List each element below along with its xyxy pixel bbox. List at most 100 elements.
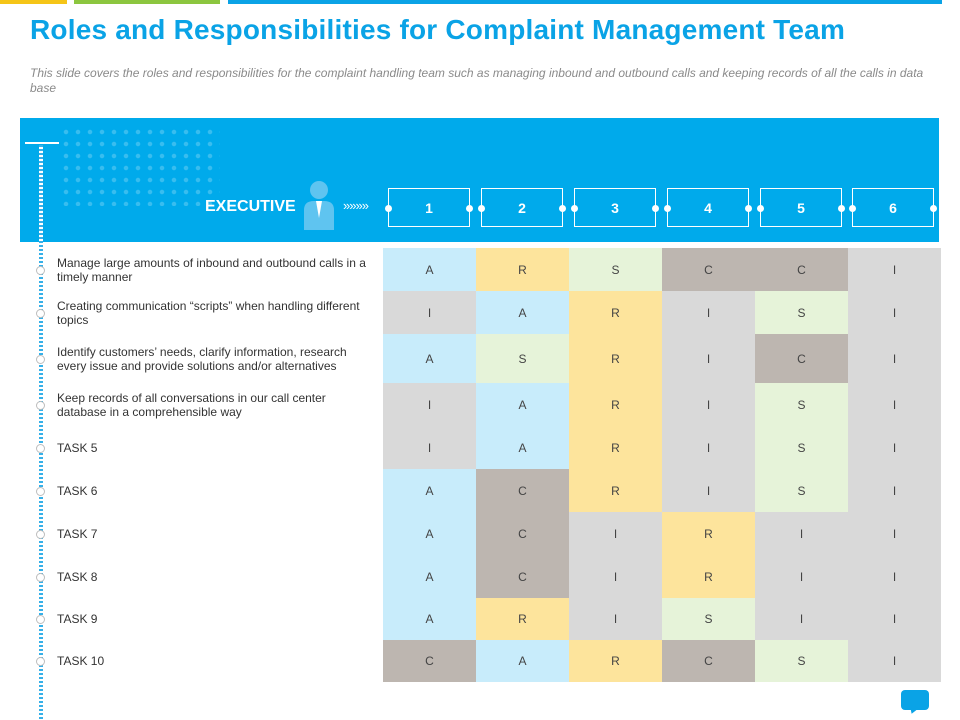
raci-cell: R [569, 383, 662, 426]
task-label: Manage large amounts of inbound and outb… [57, 255, 366, 284]
raci-cell: S [476, 334, 569, 383]
raci-cell: A [383, 598, 476, 640]
raci-cell: S [755, 291, 848, 334]
top-accent-bar-blue [228, 0, 942, 4]
raci-cell: I [383, 426, 476, 469]
column-header-6: 6 [852, 188, 934, 227]
raci-cell: R [569, 426, 662, 469]
raci-cell: I [848, 383, 941, 426]
raci-cell: A [383, 512, 476, 555]
column-connector-knob [478, 205, 485, 212]
raci-cell: R [476, 248, 569, 291]
raci-cell: I [662, 426, 755, 469]
task-label: Identify customers’ needs, clarify infor… [57, 344, 347, 373]
raci-cell: I [662, 469, 755, 512]
page-title: Roles and Responsibilities for Complaint… [30, 14, 846, 45]
page-subtitle: This slide covers the roles and responsi… [30, 66, 924, 95]
raci-cell: A [476, 426, 569, 469]
timeline-node [36, 486, 45, 496]
raci-cell: R [662, 555, 755, 598]
raci-cell: S [662, 598, 755, 640]
decorative-dot-pattern [60, 126, 220, 206]
column-connector-knob [559, 205, 566, 212]
raci-cell: I [569, 598, 662, 640]
raci-cell: C [383, 640, 476, 682]
column-header-1: 1 [388, 188, 470, 227]
task-label: TASK 9 [57, 612, 98, 626]
timeline-line [39, 145, 43, 720]
raci-cell: A [383, 555, 476, 598]
task-label: TASK 6 [57, 483, 98, 498]
timeline-node [36, 354, 45, 364]
timeline-node [36, 400, 45, 410]
raci-cell: A [476, 291, 569, 334]
raci-cell: I [755, 598, 848, 640]
raci-cell: C [662, 640, 755, 682]
column-connector-knob [664, 205, 671, 212]
raci-cell: R [569, 469, 662, 512]
executive-label: EXECUTIVE [205, 198, 296, 215]
raci-cell: I [848, 291, 941, 334]
column-header-2: 2 [481, 188, 563, 227]
column-header-4: 4 [667, 188, 749, 227]
raci-cell: R [569, 640, 662, 682]
raci-cell: I [569, 512, 662, 555]
top-accent-bar-green [74, 0, 220, 4]
raci-cell: A [383, 334, 476, 383]
timeline-cap [25, 142, 59, 144]
task-label: Keep records of all conversations in our… [57, 390, 326, 419]
timeline-node [36, 308, 45, 318]
raci-cell: A [476, 383, 569, 426]
chevron-arrows-icon: »»»» [343, 198, 369, 213]
raci-cell: C [476, 555, 569, 598]
person-icon [304, 181, 334, 230]
timeline-node [36, 657, 45, 666]
task-label: TASK 8 [57, 569, 98, 584]
raci-cell: I [662, 334, 755, 383]
timeline-node [36, 443, 45, 453]
column-connector-knob [930, 205, 937, 212]
chat-bubble-icon[interactable] [901, 690, 929, 710]
raci-cell: C [476, 469, 569, 512]
raci-cell: R [569, 291, 662, 334]
raci-cell: I [848, 512, 941, 555]
raci-cell: R [476, 598, 569, 640]
raci-cell: C [476, 512, 569, 555]
column-connector-knob [838, 205, 845, 212]
raci-cell: S [755, 383, 848, 426]
column-connector-knob [849, 205, 856, 212]
raci-cell: C [755, 334, 848, 383]
raci-cell: I [848, 640, 941, 682]
task-label: TASK 10 [57, 654, 105, 668]
raci-cell: I [569, 555, 662, 598]
raci-cell: S [755, 640, 848, 682]
raci-cell: S [755, 469, 848, 512]
raci-cell: I [662, 291, 755, 334]
raci-cell: I [848, 555, 941, 598]
raci-cell: I [848, 426, 941, 469]
raci-cell: A [476, 640, 569, 682]
raci-cell: C [755, 248, 848, 291]
raci-cell: I [848, 248, 941, 291]
raci-cell: I [662, 383, 755, 426]
column-connector-knob [757, 205, 764, 212]
task-label: TASK 5 [57, 440, 98, 455]
timeline-node [36, 615, 45, 624]
raci-cell: I [848, 334, 941, 383]
raci-cell: A [383, 248, 476, 291]
column-connector-knob [652, 205, 659, 212]
raci-cell: R [569, 334, 662, 383]
column-connector-knob [385, 205, 392, 212]
column-connector-knob [571, 205, 578, 212]
raci-cell: S [755, 426, 848, 469]
raci-cell: I [755, 555, 848, 598]
column-header-3: 3 [574, 188, 656, 227]
task-label: Creating communication “scripts” when ha… [57, 298, 360, 327]
top-accent-bar-yellow [0, 0, 67, 4]
raci-cell: R [662, 512, 755, 555]
timeline-node [36, 529, 45, 539]
raci-cell: C [662, 248, 755, 291]
raci-cell: I [848, 469, 941, 512]
raci-cell: I [383, 383, 476, 426]
